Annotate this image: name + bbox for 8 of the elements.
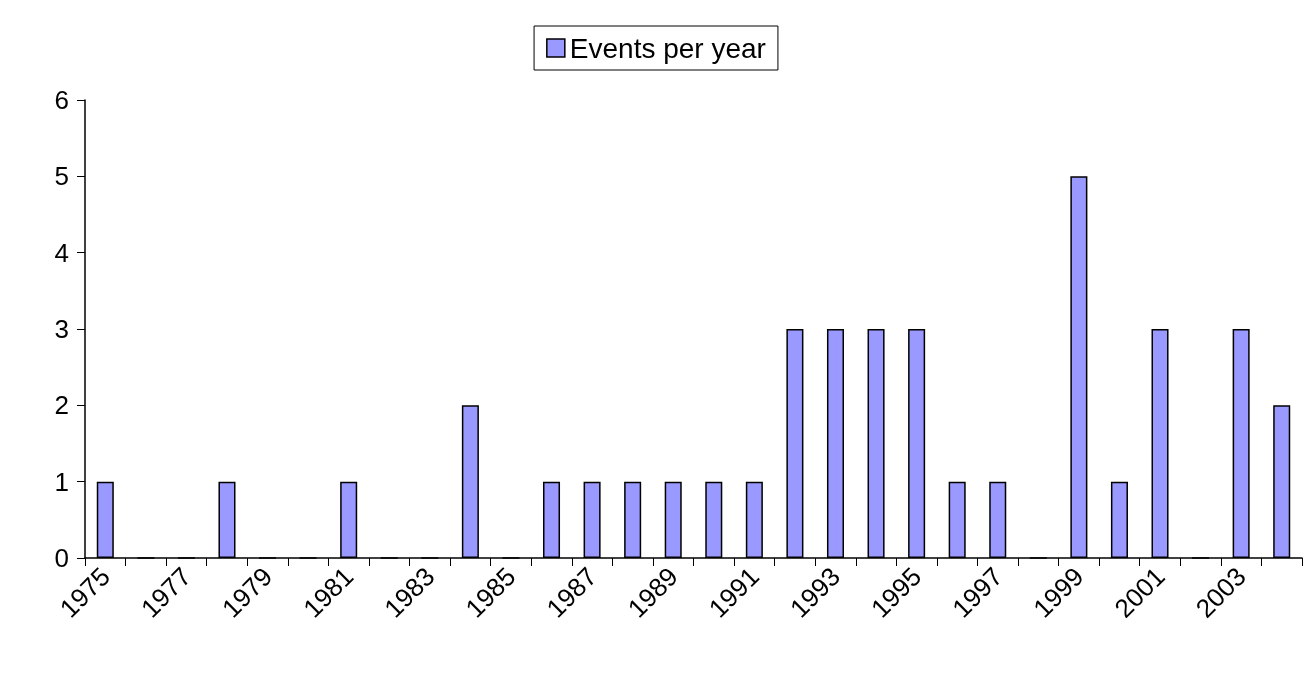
y-tick-label: 0 (54, 543, 69, 573)
y-tick-label: 3 (54, 314, 69, 344)
y-tick-label: 6 (54, 85, 69, 115)
y-tick-label: 2 (54, 390, 69, 421)
y-tick-label: 1 (54, 466, 69, 497)
legend-label: Events per year (569, 32, 766, 64)
y-tick-label: 4 (54, 237, 69, 268)
y-tick-label: 5 (54, 161, 69, 192)
